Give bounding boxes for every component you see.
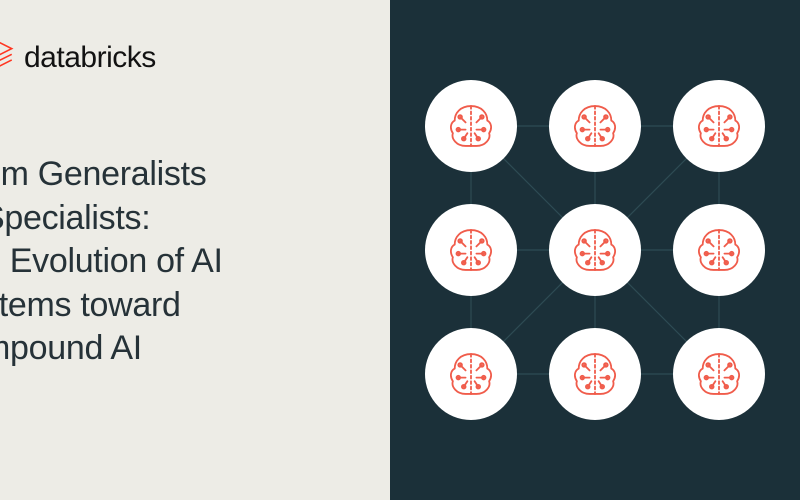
brand-row: databricks — [0, 38, 370, 77]
left-panel: databricks g om Generalists Specialists:… — [0, 0, 390, 500]
brain-node-icon — [425, 204, 517, 296]
network-diagram — [425, 80, 765, 420]
right-panel — [390, 0, 800, 500]
brain-node-icon — [549, 80, 641, 172]
brain-node-icon — [673, 328, 765, 420]
brain-node-icon — [549, 204, 641, 296]
category-tag: g — [0, 113, 370, 139]
title-line: Specialists: — [0, 197, 370, 241]
brain-node-icon — [549, 328, 641, 420]
title-line: mpound AI — [0, 327, 370, 371]
hero-title: om Generalists Specialists: e Evolution … — [0, 153, 370, 371]
brain-node-icon — [673, 204, 765, 296]
brand-name: databricks — [24, 41, 156, 75]
brain-node-icon — [425, 328, 517, 420]
title-line: e Evolution of AI — [0, 240, 370, 284]
blog-hero-card: databricks g om Generalists Specialists:… — [0, 0, 800, 500]
brain-node-icon — [673, 80, 765, 172]
brain-node-icon — [425, 80, 517, 172]
databricks-logo-icon — [0, 38, 16, 77]
title-line: om Generalists — [0, 153, 370, 197]
title-line: stems toward — [0, 284, 370, 328]
